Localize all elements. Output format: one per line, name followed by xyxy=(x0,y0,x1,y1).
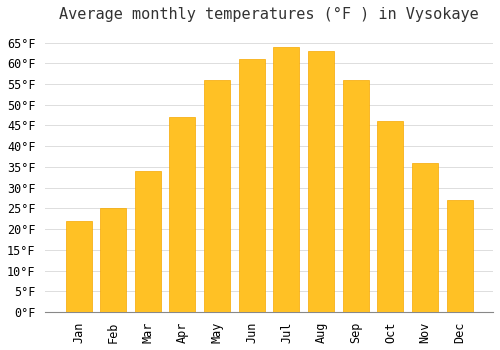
Bar xyxy=(342,80,368,312)
Bar xyxy=(308,51,334,312)
Title: Average monthly temperatures (°F ) in Vysokaye: Average monthly temperatures (°F ) in Vy… xyxy=(59,7,479,22)
Bar xyxy=(446,200,472,312)
Bar xyxy=(135,171,161,312)
Bar xyxy=(100,208,126,312)
Bar xyxy=(170,117,196,312)
Bar xyxy=(66,221,92,312)
Bar xyxy=(274,47,299,312)
Bar xyxy=(412,163,438,312)
Bar xyxy=(204,80,230,312)
Bar xyxy=(239,59,265,312)
Bar xyxy=(378,121,404,312)
